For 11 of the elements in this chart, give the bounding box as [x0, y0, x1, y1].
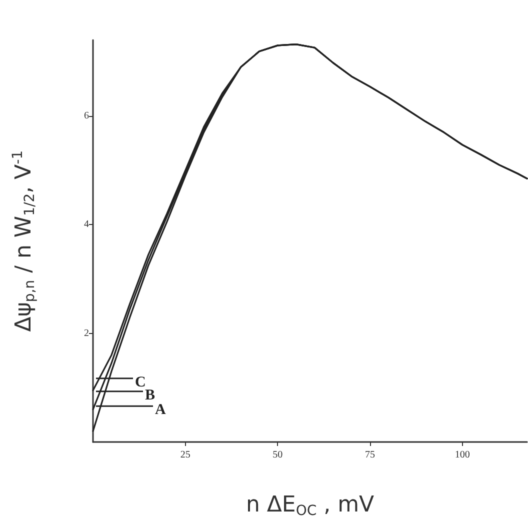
legend-label: C	[135, 374, 146, 390]
legend-label: B	[145, 387, 156, 404]
x-tick-label: 25	[180, 450, 190, 460]
y-tick-label: 2	[84, 328, 89, 339]
legend-label: A	[155, 402, 166, 418]
y-tick-label: 6	[84, 110, 89, 122]
x-tick-label: 100	[454, 450, 470, 460]
y-axis-title: Δψp,n / n W1/2, V-1	[10, 150, 38, 332]
y-tick-label: 4	[84, 219, 89, 230]
x-tick-label: 50	[272, 450, 283, 460]
x-tick-label: 75	[365, 450, 376, 460]
